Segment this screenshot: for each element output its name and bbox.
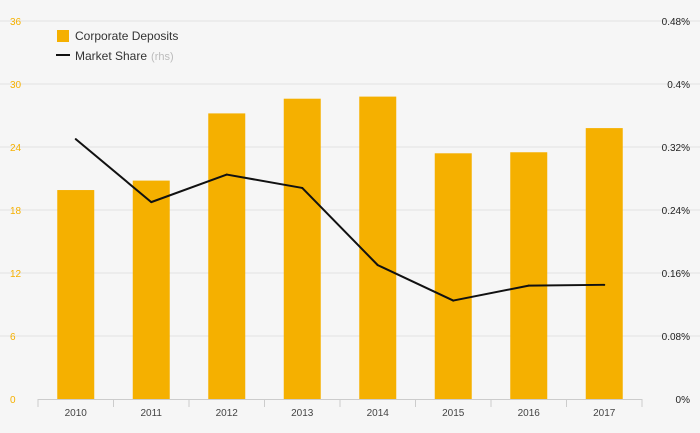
legend-bar-swatch [57, 30, 69, 42]
line-point [301, 186, 304, 189]
bar [132, 180, 170, 399]
legend-line-name: Market Share [75, 49, 147, 63]
x-tick-label: 2013 [291, 408, 314, 419]
grid-lines [0, 20, 700, 337]
bar [57, 190, 95, 399]
x-tick-label: 2011 [140, 408, 162, 419]
y-left-tick-label: 36 [10, 17, 22, 28]
bar-series [57, 96, 623, 400]
legend-bar-label: Corporate Deposits [75, 29, 178, 43]
market-share-line [75, 138, 605, 302]
y-right-tick-label: 0.32% [662, 143, 690, 154]
y-left-tick-label: 30 [10, 80, 22, 91]
x-tick-label: 2017 [593, 408, 616, 419]
bar [208, 113, 246, 400]
y-left-tick-label: 12 [10, 269, 22, 280]
line-point [452, 299, 455, 302]
line-point [74, 138, 77, 141]
line-point [225, 173, 228, 176]
axes: 0 0% 6 0.08% 12 0.16% 18 0.24% 24 0.32% 30 0.4% 36 0.… [10, 17, 690, 419]
x-tick-label: 2014 [367, 408, 390, 419]
y-right-tick-label: 0.16% [662, 269, 690, 280]
legend-line-suffix: (rhs) [151, 51, 174, 63]
x-tick-label: 2012 [216, 408, 239, 419]
line-point [150, 201, 153, 204]
line-point [376, 264, 379, 267]
y-right-tick-label: 0.24% [662, 206, 690, 217]
bar [359, 96, 397, 399]
y-right-tick-label: 0.08% [662, 332, 690, 343]
y-right-tick-label: 0% [676, 395, 691, 406]
x-tick-label: 2015 [442, 408, 465, 419]
y-right-tick-label: 0.4% [667, 80, 690, 91]
y-left-tick-label: 0 [10, 395, 16, 406]
y-left-tick-label: 6 [10, 332, 16, 343]
y-left-tick-label: 24 [10, 143, 22, 154]
y-left-tick-label: 18 [10, 206, 22, 217]
line-point [527, 284, 530, 287]
x-tick-label: 2010 [65, 408, 88, 419]
bar [585, 128, 623, 399]
bar [283, 98, 321, 399]
legend: Corporate Deposits Market Share (rhs) [56, 29, 178, 63]
bar [510, 152, 548, 399]
y-right-tick-label: 0.48% [662, 17, 690, 28]
line-point [603, 283, 606, 286]
bar [434, 153, 472, 399]
legend-line-label: Market Share (rhs) [75, 49, 174, 63]
x-tick-label: 2016 [518, 408, 541, 419]
line-series [74, 138, 606, 302]
